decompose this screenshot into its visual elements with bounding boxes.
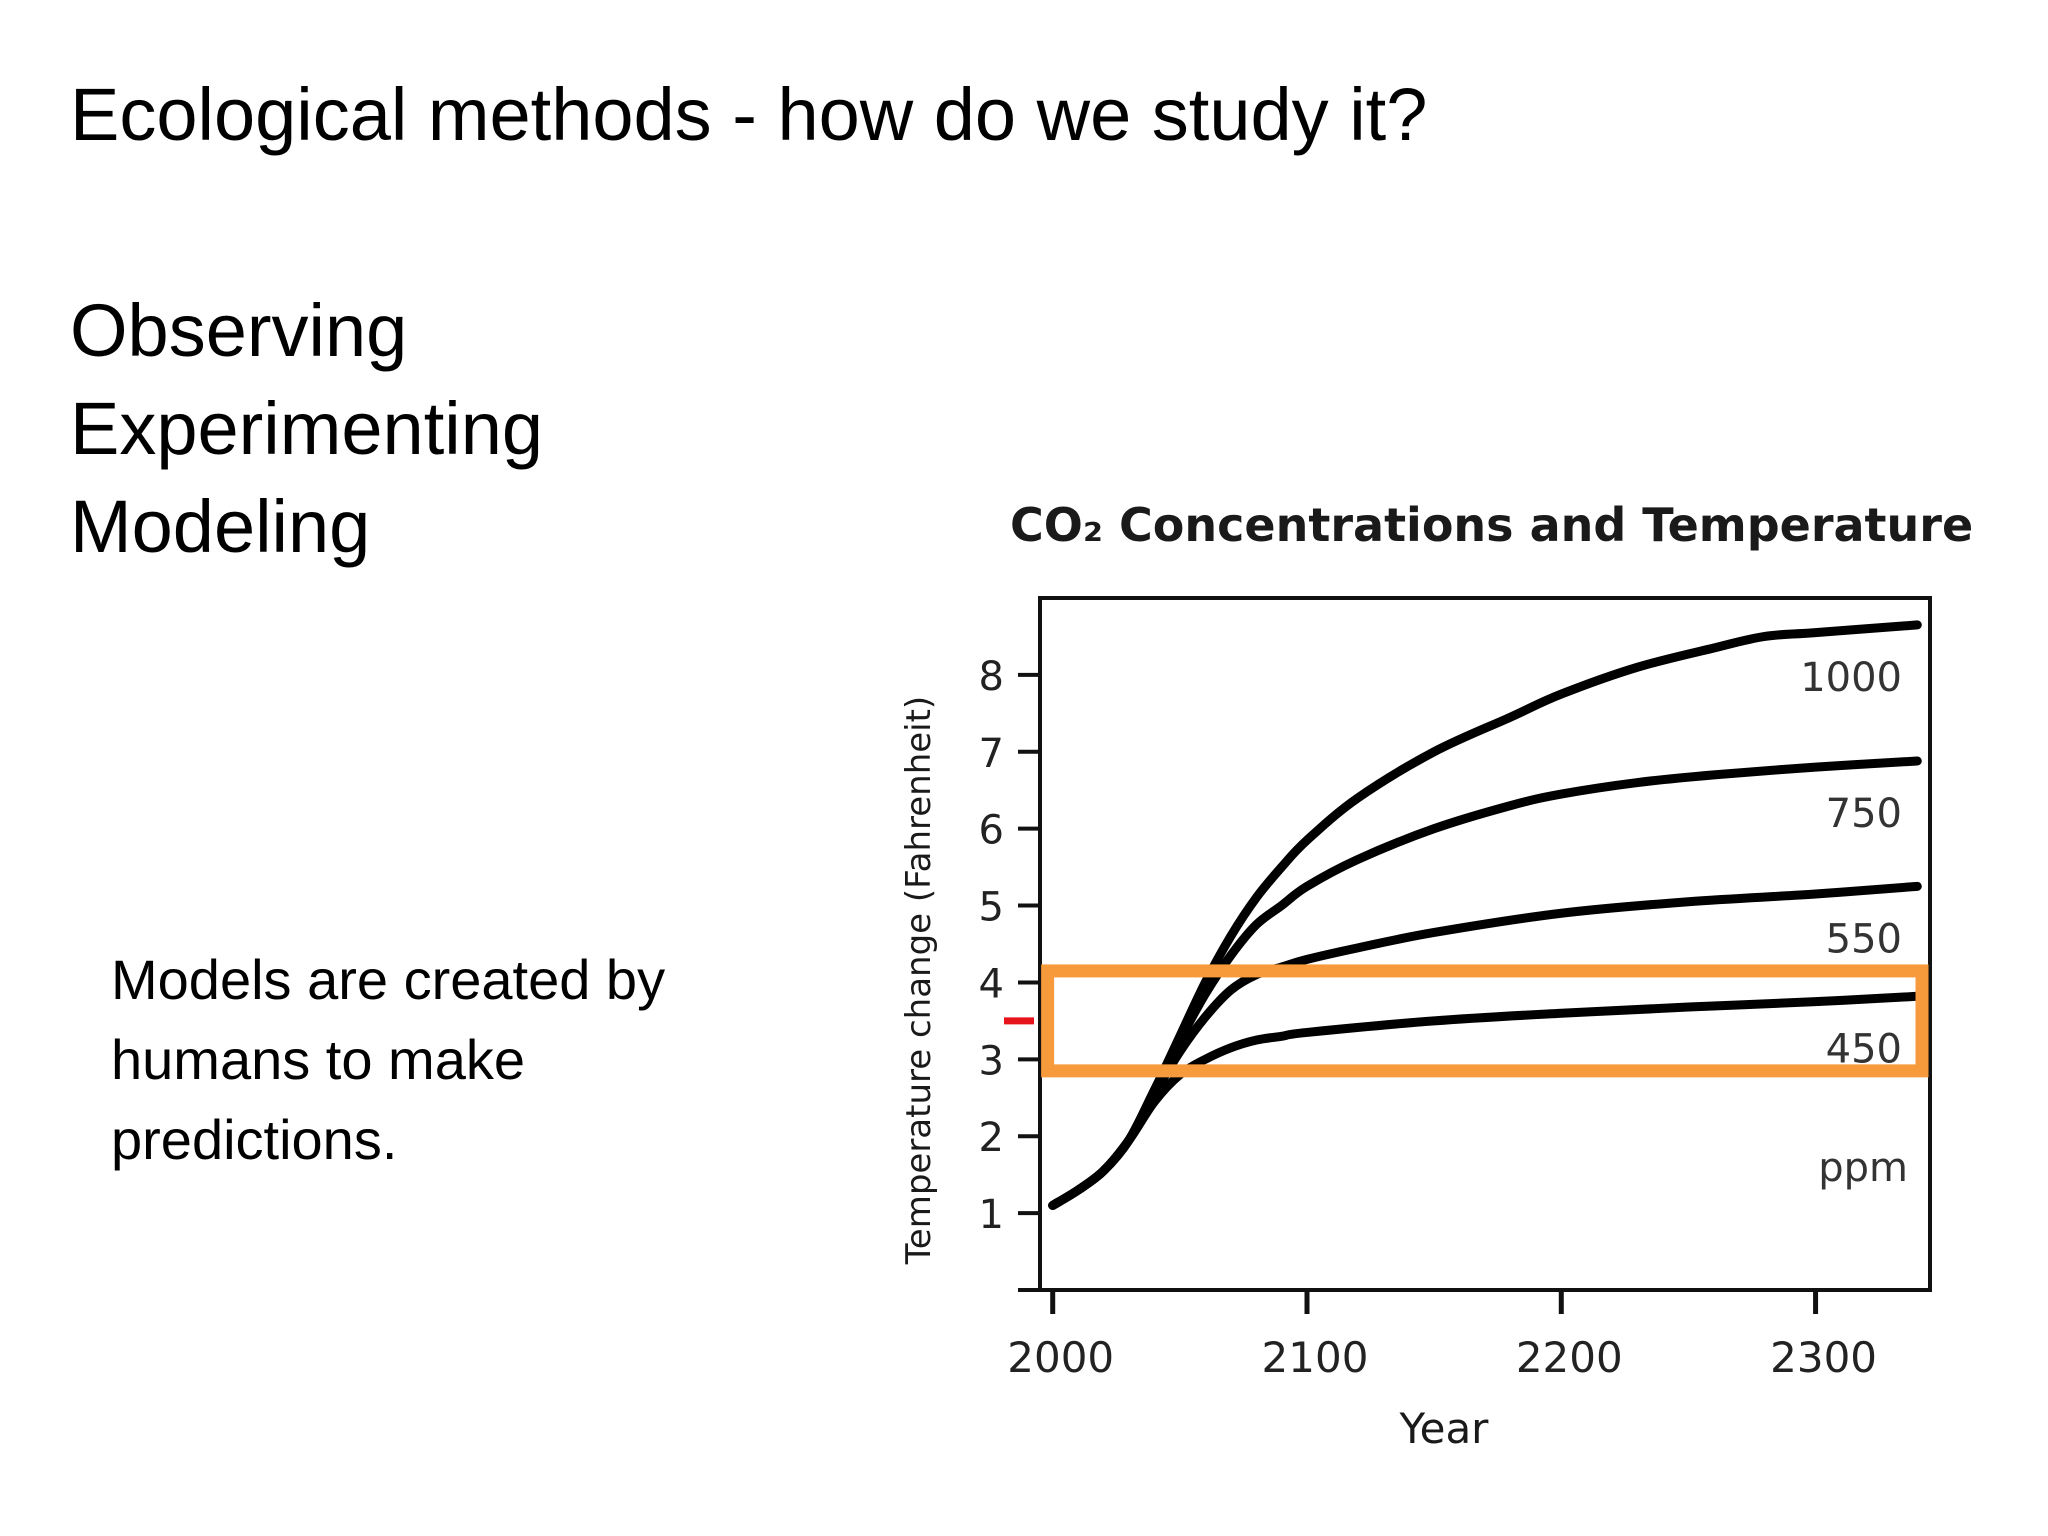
unit-label: ppm: [1818, 1145, 1908, 1191]
y-tick-label: 6: [979, 808, 1004, 854]
method-observing: Observing: [70, 289, 408, 372]
y-tick-label: 8: [979, 654, 1004, 700]
method-experimenting: Experimenting: [70, 387, 544, 470]
chart-title: CO₂ Concentrations and Temperature: [1010, 498, 1973, 552]
series-label: 1000: [1800, 655, 1902, 701]
series-line-450: [1048, 991, 1922, 1210]
x-tick-label: 2000: [1007, 1333, 1114, 1382]
series-line-750: [1048, 756, 1922, 1210]
note-line-1: Models are created by: [111, 948, 666, 1011]
x-tick-label: 2200: [1516, 1333, 1623, 1382]
y-tick-label: 7: [979, 731, 1004, 777]
y-tick-label: 5: [979, 885, 1004, 931]
x-tick-label: 2300: [1770, 1333, 1877, 1382]
highlight-box: [1041, 964, 1929, 1078]
slide-title: Ecological methods - how do we study it?: [70, 73, 1428, 156]
y-tick-label: 1: [979, 1192, 1004, 1238]
series-line-1000: [1048, 620, 1922, 1210]
models-note: Models are created by humans to make pre…: [111, 940, 831, 1180]
note-line-3: predictions.: [111, 1108, 398, 1171]
series-line-550: [1048, 881, 1922, 1210]
plot-frame: [1038, 596, 1932, 1292]
methods-list: Observing Experimenting Modeling: [70, 282, 543, 576]
x-tick-label: 2100: [1262, 1333, 1369, 1382]
series-label: 750: [1826, 791, 1902, 837]
y-axis-label: Temperature change (Fahrenheit): [899, 696, 939, 1265]
y-tick-label: 3: [979, 1038, 1004, 1084]
y-tick-label: 4: [979, 961, 1004, 1007]
series-label: 550: [1826, 916, 1902, 962]
y-tick-label: 2: [979, 1115, 1004, 1161]
method-modeling: Modeling: [70, 485, 371, 568]
x-axis-label: Year: [1399, 1404, 1490, 1453]
note-line-2: humans to make: [111, 1028, 525, 1091]
